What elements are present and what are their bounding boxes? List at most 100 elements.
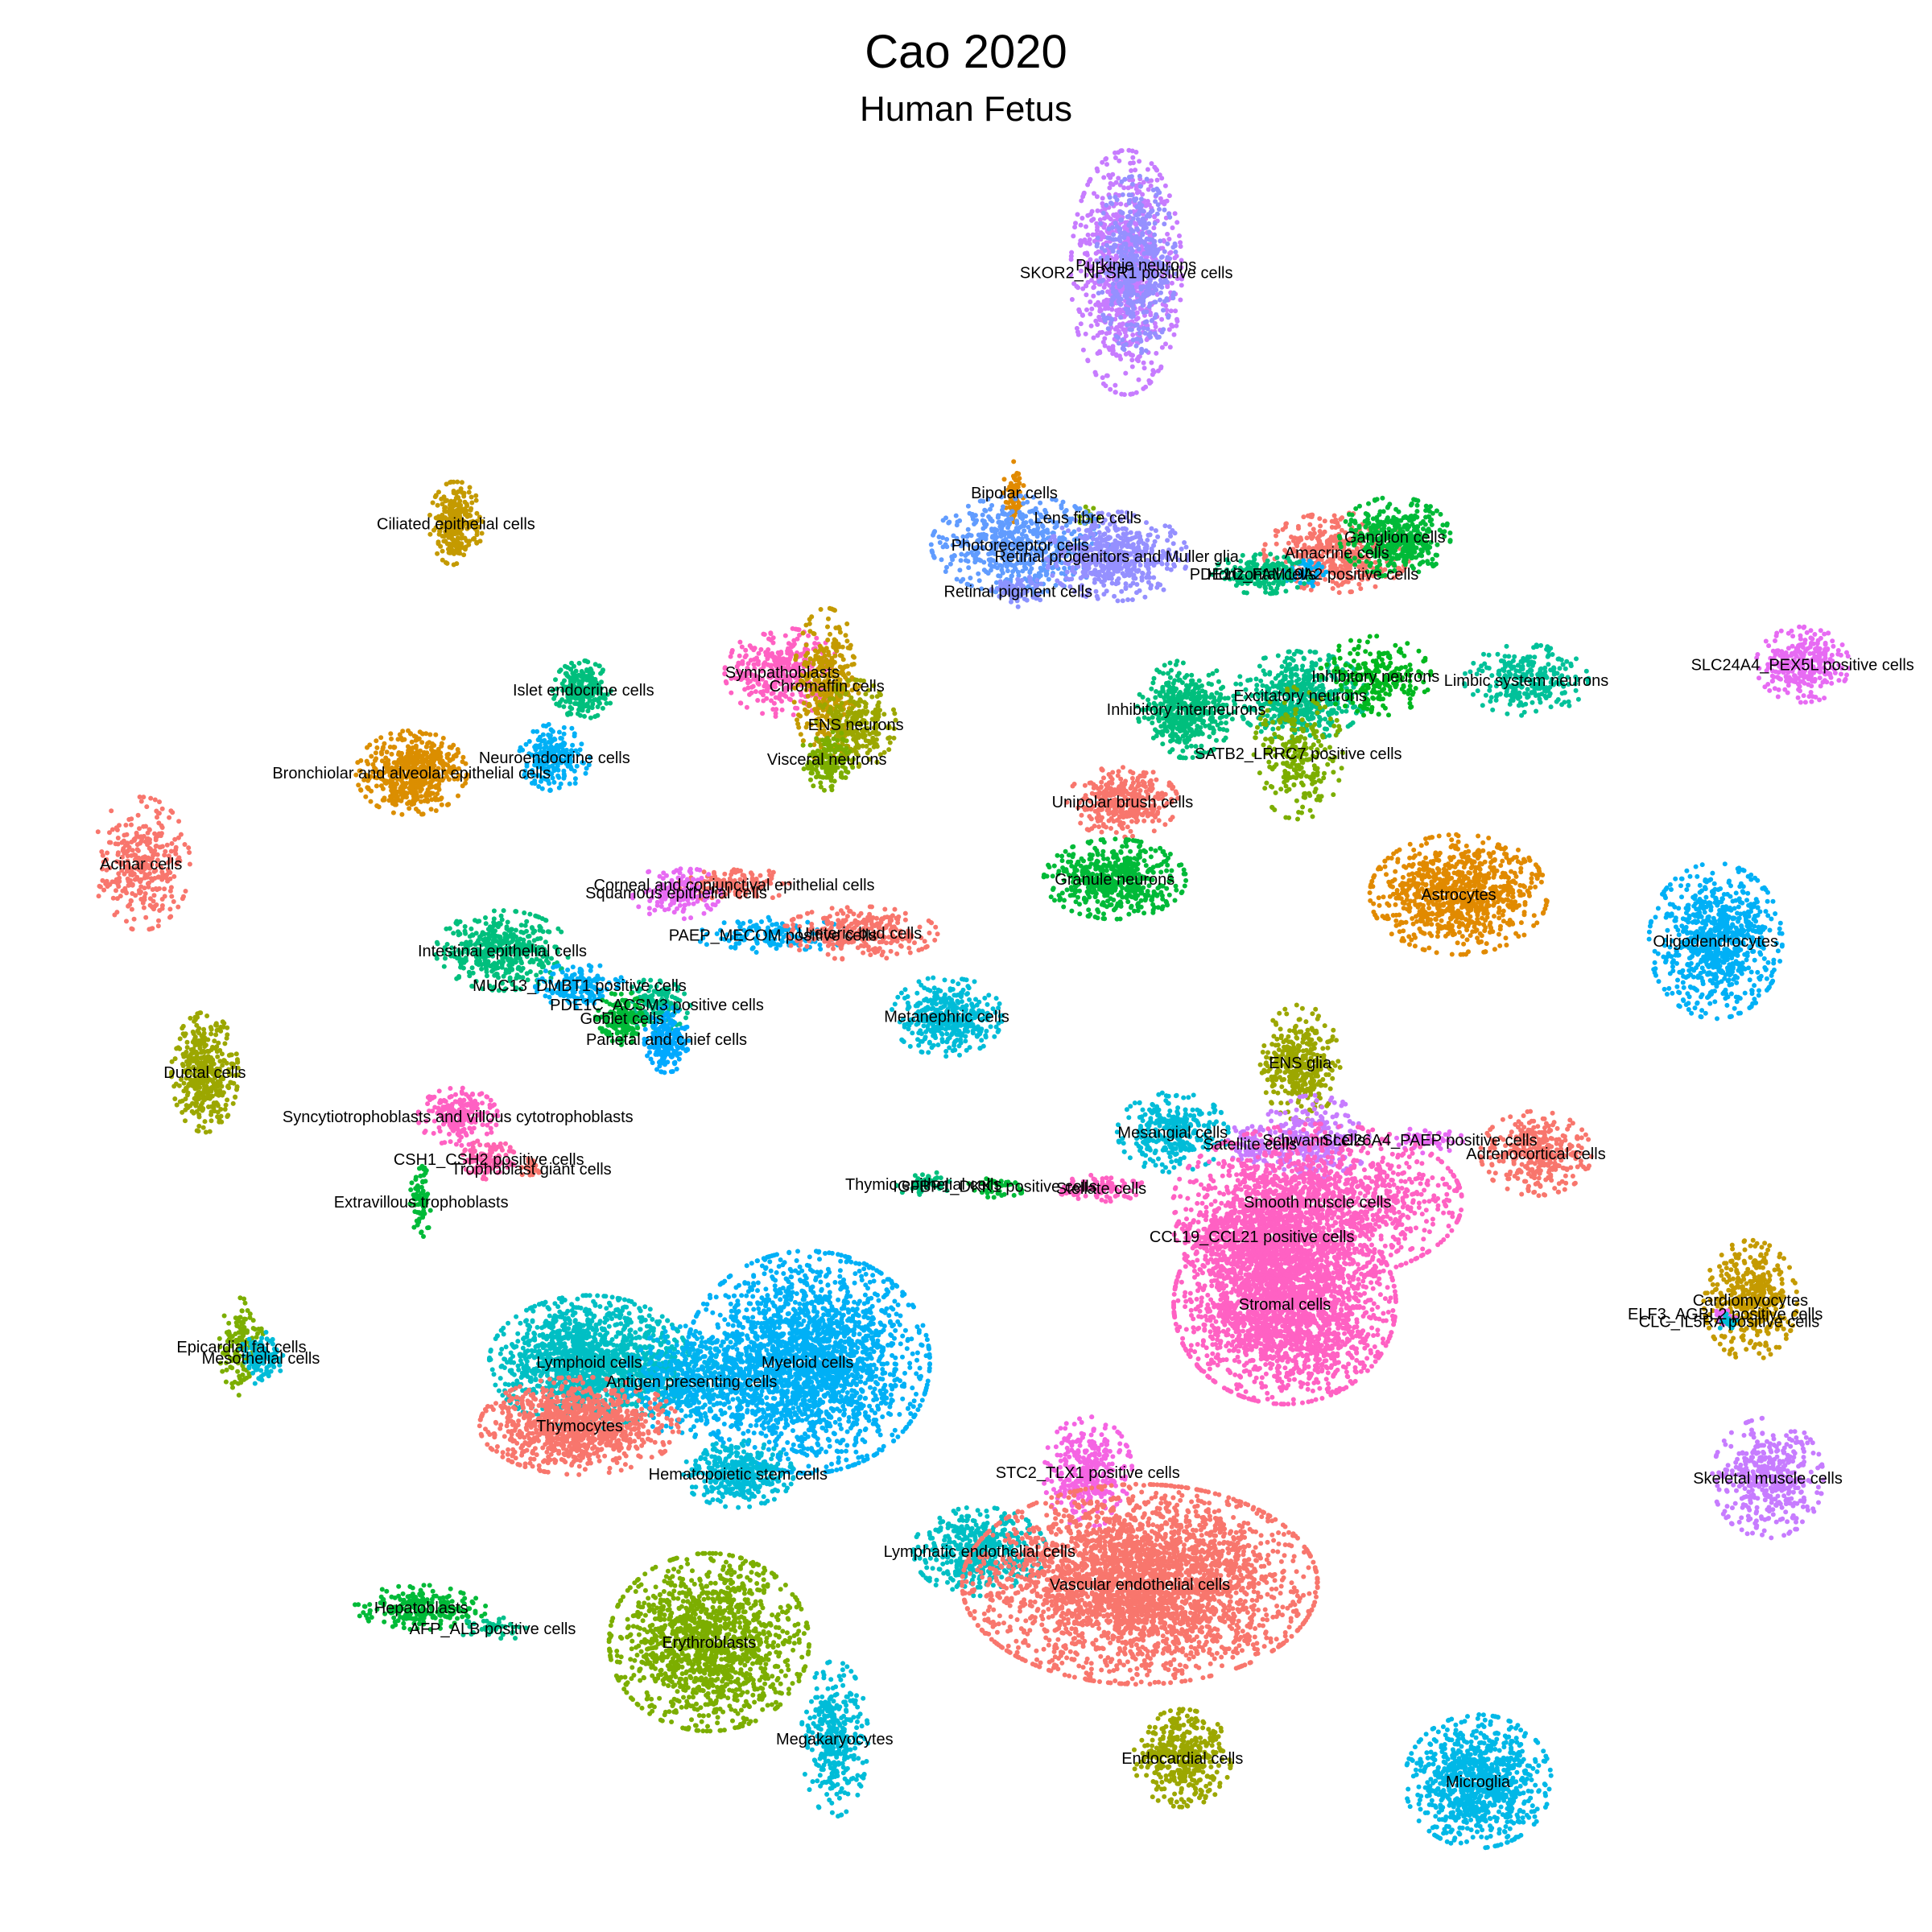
umap-point [1347, 522, 1352, 527]
umap-point [463, 544, 469, 550]
umap-point [1092, 369, 1098, 375]
umap-point [1376, 523, 1381, 529]
umap-point [1125, 310, 1130, 316]
umap-point [1115, 526, 1121, 532]
umap-point [1301, 514, 1307, 520]
umap-point [1426, 514, 1431, 519]
umap-point [1335, 583, 1341, 588]
umap-point [1075, 285, 1081, 291]
umap-point [1123, 370, 1129, 376]
umap-point [1844, 650, 1849, 655]
umap-point [1270, 591, 1276, 596]
umap-point [1110, 182, 1116, 188]
umap-point [1148, 334, 1154, 340]
umap-point [953, 513, 959, 518]
umap-point [1172, 241, 1178, 246]
umap-point [1143, 243, 1149, 249]
umap-point [1817, 675, 1823, 681]
umap-point [988, 559, 993, 564]
umap-point [1425, 546, 1430, 551]
umap-point [1401, 547, 1406, 552]
umap-point [1274, 533, 1278, 539]
umap-point [1068, 257, 1074, 262]
umap-point [1830, 638, 1835, 644]
umap-point [1113, 382, 1118, 388]
umap-point [1095, 332, 1100, 338]
umap-point [1393, 547, 1398, 553]
umap-point [1078, 576, 1084, 580]
umap-point [1396, 555, 1402, 561]
umap-point [795, 717, 799, 723]
umap-point [469, 500, 475, 506]
umap-point [456, 489, 461, 494]
umap-point [1080, 216, 1085, 221]
umap-point [1142, 331, 1148, 336]
umap-point [1119, 391, 1125, 397]
umap-point [981, 568, 987, 573]
umap-point [931, 555, 937, 560]
umap-point [1347, 512, 1352, 517]
umap-point [1027, 576, 1033, 581]
umap-point [1822, 631, 1827, 637]
umap-point [1162, 249, 1167, 254]
umap-point [1129, 181, 1135, 187]
umap-point [976, 578, 982, 584]
umap-point [1268, 551, 1274, 557]
umap-point [1129, 174, 1134, 180]
umap-point [1831, 643, 1836, 649]
umap-point [1149, 583, 1154, 588]
umap-point [1080, 312, 1085, 318]
umap-point [1095, 168, 1100, 174]
umap-point [1393, 506, 1399, 512]
umap-point [1147, 301, 1153, 307]
umap-point [1114, 197, 1120, 203]
umap-point [1138, 196, 1144, 202]
chart-title: Cao 2020 [865, 26, 1067, 78]
umap-point [1130, 289, 1136, 295]
umap-point [1380, 495, 1385, 501]
umap-point [812, 641, 818, 646]
umap-point [1829, 680, 1835, 686]
umap-point [1145, 250, 1150, 255]
umap-point [1426, 507, 1431, 513]
umap-point [1274, 555, 1280, 560]
umap-point [968, 576, 973, 580]
umap-point [1083, 331, 1088, 336]
umap-point [1106, 172, 1112, 178]
umap-point [814, 635, 819, 641]
umap-point [1358, 586, 1364, 592]
umap-point [1151, 575, 1157, 580]
umap-point [729, 690, 734, 696]
umap-point [1155, 188, 1161, 193]
umap-point [1170, 295, 1176, 301]
umap-point [1167, 250, 1172, 256]
umap-point [1162, 207, 1167, 213]
umap-point [1166, 193, 1172, 199]
umap-point [1141, 325, 1146, 331]
umap-point [1298, 535, 1303, 541]
umap-point [1148, 312, 1154, 318]
umap-point [1810, 694, 1815, 700]
umap-point [947, 561, 953, 567]
umap-point [1124, 246, 1129, 251]
umap-point [1318, 523, 1323, 529]
umap-point [1078, 268, 1084, 274]
umap-point [1129, 364, 1135, 369]
umap-point [743, 647, 749, 653]
umap-point [954, 576, 960, 582]
umap-point [1147, 532, 1153, 538]
umap-point [1088, 323, 1094, 328]
umap-point [464, 503, 470, 509]
umap-point [1343, 518, 1348, 524]
umap-point [985, 571, 991, 576]
umap-point [1165, 241, 1170, 246]
umap-point [1162, 183, 1168, 188]
umap-point [803, 642, 809, 648]
umap-point [1822, 696, 1827, 701]
umap-point [1130, 337, 1136, 343]
umap-point [1173, 250, 1179, 254]
umap-point [1098, 230, 1104, 235]
umap-point [1017, 525, 1022, 530]
umap-point [1117, 235, 1123, 241]
umap-point [1149, 360, 1154, 365]
